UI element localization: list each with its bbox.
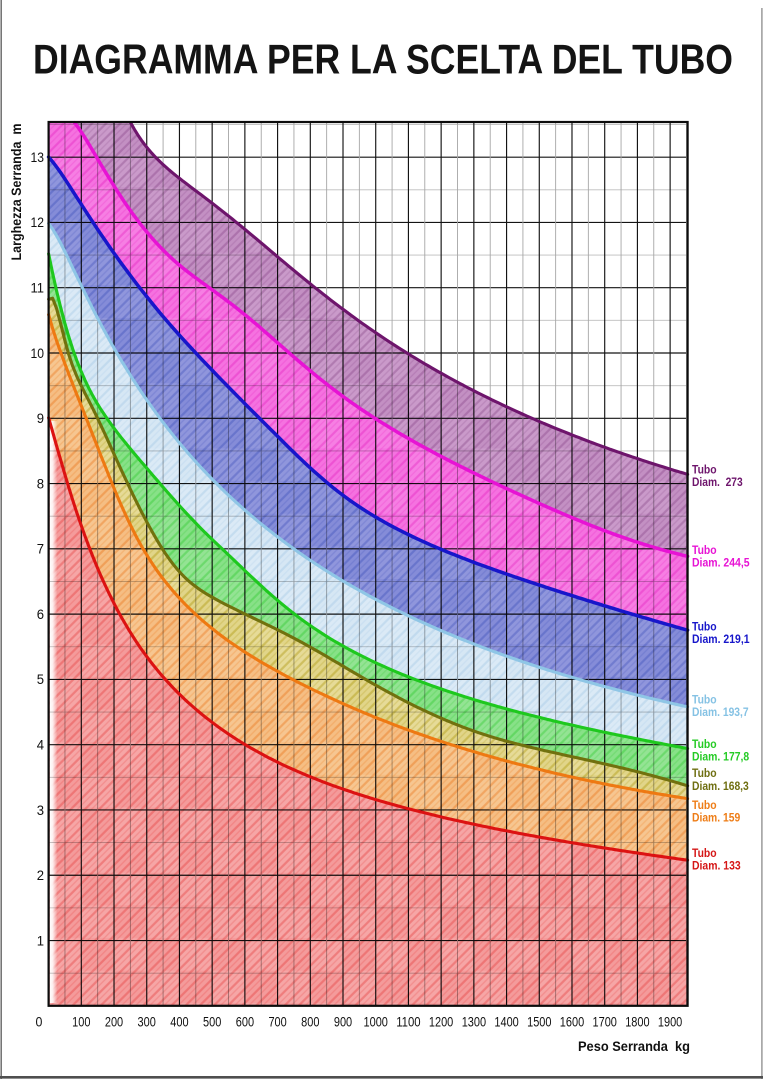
svg-text:Tubo: Tubo (692, 800, 717, 812)
svg-text:700: 700 (268, 1014, 286, 1030)
svg-text:Peso Serranda kg: Peso Serranda kg (578, 1039, 690, 1054)
svg-text:Diam. 133: Diam. 133 (692, 861, 741, 873)
svg-text:Tubo: Tubo (692, 739, 717, 751)
svg-text:1900: 1900 (658, 1014, 683, 1030)
svg-text:Diam. 244,5: Diam. 244,5 (692, 558, 750, 570)
svg-text:13: 13 (31, 149, 45, 165)
svg-text:5: 5 (37, 671, 44, 687)
svg-text:11: 11 (31, 280, 45, 296)
svg-text:2: 2 (37, 867, 44, 883)
svg-text:1000: 1000 (364, 1014, 389, 1030)
svg-text:Diam. 168,3: Diam. 168,3 (692, 781, 749, 793)
svg-text:Diam. 177,8: Diam. 177,8 (692, 752, 750, 764)
svg-text:Diam. 219,1: Diam. 219,1 (692, 634, 750, 646)
svg-text:1800: 1800 (625, 1014, 650, 1030)
svg-text:3: 3 (37, 802, 44, 818)
svg-text:Diam. 159: Diam. 159 (692, 813, 740, 825)
svg-text:1: 1 (37, 932, 44, 948)
svg-text:400: 400 (170, 1014, 188, 1030)
svg-text:4: 4 (37, 737, 44, 753)
svg-text:1200: 1200 (429, 1014, 454, 1030)
svg-text:Diam. 193,7: Diam. 193,7 (692, 707, 749, 719)
svg-text:Tubo: Tubo (692, 694, 717, 706)
svg-text:Tubo: Tubo (692, 848, 717, 860)
svg-text:10: 10 (31, 345, 45, 361)
svg-text:1600: 1600 (560, 1014, 585, 1030)
svg-text:12: 12 (31, 214, 45, 230)
svg-text:Larghezza Serranda m: Larghezza Serranda m (8, 124, 24, 261)
svg-text:1300: 1300 (462, 1014, 487, 1030)
svg-text:Tubo: Tubo (692, 768, 717, 780)
svg-text:1500: 1500 (527, 1014, 552, 1030)
svg-text:0: 0 (36, 1014, 43, 1030)
svg-text:200: 200 (105, 1014, 123, 1030)
svg-text:9: 9 (37, 410, 44, 426)
svg-text:8: 8 (37, 475, 44, 491)
svg-text:DIAGRAMMA PER LA SCELTA DEL TU: DIAGRAMMA PER LA SCELTA DEL TUBO (33, 36, 733, 83)
svg-text:Diam. 273: Diam. 273 (692, 477, 743, 489)
svg-text:600: 600 (236, 1014, 254, 1030)
svg-text:100: 100 (72, 1014, 90, 1030)
svg-text:1100: 1100 (396, 1014, 421, 1030)
svg-text:300: 300 (138, 1014, 156, 1030)
svg-text:500: 500 (203, 1014, 221, 1030)
svg-text:800: 800 (301, 1014, 319, 1030)
svg-text:900: 900 (334, 1014, 352, 1030)
svg-text:Tubo: Tubo (692, 622, 717, 634)
svg-text:6: 6 (37, 606, 44, 622)
svg-text:1700: 1700 (593, 1014, 618, 1030)
svg-text:Tubo: Tubo (692, 545, 717, 557)
svg-text:Tubo: Tubo (692, 465, 717, 477)
svg-text:7: 7 (37, 541, 44, 557)
svg-text:1400: 1400 (494, 1014, 519, 1030)
